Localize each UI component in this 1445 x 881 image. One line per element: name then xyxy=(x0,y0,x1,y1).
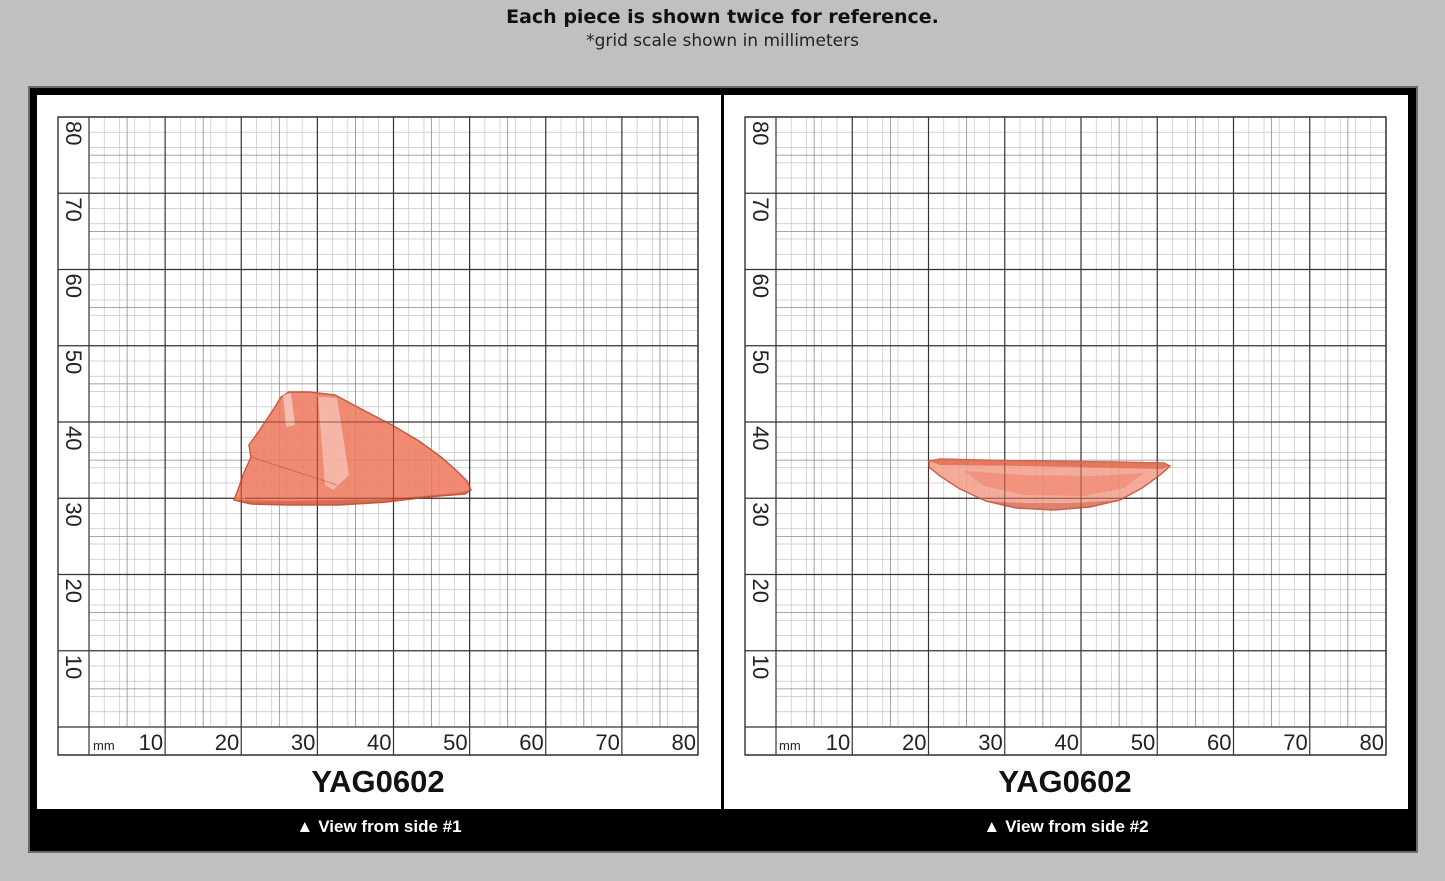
page-title: Each piece is shown twice for reference. xyxy=(506,6,939,28)
caption-side-1: ▲ View from side #1 xyxy=(37,809,721,845)
y-tick-label: 10 xyxy=(61,655,86,679)
unit-label: mm xyxy=(93,738,115,753)
caption-side-2: ▲ View from side #2 xyxy=(724,809,1408,845)
grid-paper-side-2: 10 20 30 40 50 60 70 80 10 20 30 40 50 60 70 80 mm YAG… xyxy=(744,116,1387,799)
y-tick-label: 40 xyxy=(748,426,773,450)
x-tick-label: 60 xyxy=(1207,730,1231,755)
x-tick-label: 60 xyxy=(519,730,543,755)
y-tick-label: 60 xyxy=(748,274,773,298)
x-tick-label: 10 xyxy=(139,730,163,755)
x-tick-label: 20 xyxy=(215,730,239,755)
gemstone-photo-side-2 xyxy=(928,458,1172,511)
grid-seen-through-gem xyxy=(240,397,471,505)
x-tick-label: 20 xyxy=(902,730,926,755)
y-tick-label: 20 xyxy=(748,579,773,603)
x-tick-label: 10 xyxy=(826,730,850,755)
up-triangle-icon: ▲ xyxy=(296,817,314,836)
caption-text: View from side #1 xyxy=(318,817,462,836)
x-tick-label: 70 xyxy=(1283,730,1307,755)
specimen-label: YAG0602 xyxy=(311,764,444,799)
y-tick-label: 80 xyxy=(748,121,773,145)
x-tick-label: 40 xyxy=(1055,730,1079,755)
y-tick-label: 20 xyxy=(61,579,86,603)
y-tick-label: 80 xyxy=(61,121,86,145)
y-tick-label: 60 xyxy=(61,274,86,298)
photo-panel-side-1: 10 20 30 40 50 60 70 80 10 20 30 40 50 60 70 80 mm YAG… xyxy=(37,95,721,809)
up-triangle-icon: ▲ xyxy=(983,817,1001,836)
unit-label: mm xyxy=(779,738,801,753)
y-axis-tick-labels: 10 20 30 40 50 60 70 80 xyxy=(748,121,773,679)
gemstone-photo-side-1 xyxy=(232,391,472,506)
specimen-label: YAG0602 xyxy=(998,764,1131,799)
y-tick-label: 30 xyxy=(61,502,86,526)
grid-seen-through-gem xyxy=(928,463,1162,509)
y-tick-label: 70 xyxy=(61,197,86,221)
x-axis-tick-labels: 10 20 30 40 50 60 70 80 xyxy=(139,730,696,755)
y-tick-label: 10 xyxy=(748,655,773,679)
caption-text: View from side #2 xyxy=(1005,817,1149,836)
y-tick-label: 40 xyxy=(61,426,86,450)
x-tick-label: 70 xyxy=(595,730,619,755)
x-axis-tick-labels: 10 20 30 40 50 60 70 80 xyxy=(826,730,1384,755)
y-tick-label: 50 xyxy=(748,350,773,374)
x-tick-label: 80 xyxy=(1360,730,1384,755)
y-tick-label: 30 xyxy=(748,502,773,526)
x-tick-label: 30 xyxy=(978,730,1002,755)
major-grid-lines xyxy=(744,116,1387,756)
x-tick-label: 50 xyxy=(1131,730,1155,755)
x-tick-label: 30 xyxy=(291,730,315,755)
y-tick-label: 50 xyxy=(61,350,86,374)
x-tick-label: 50 xyxy=(443,730,467,755)
photo-panel-side-2: 10 20 30 40 50 60 70 80 10 20 30 40 50 60 70 80 mm YAG… xyxy=(724,95,1408,809)
x-tick-label: 80 xyxy=(672,730,696,755)
grid-paper-side-1: 10 20 30 40 50 60 70 80 10 20 30 40 50 60 70 80 mm YAG… xyxy=(57,116,699,799)
y-axis-tick-labels: 10 20 30 40 50 60 70 80 xyxy=(61,121,86,679)
page-subtitle: *grid scale shown in millimeters xyxy=(586,31,859,51)
y-tick-label: 70 xyxy=(748,197,773,221)
x-tick-label: 40 xyxy=(367,730,391,755)
